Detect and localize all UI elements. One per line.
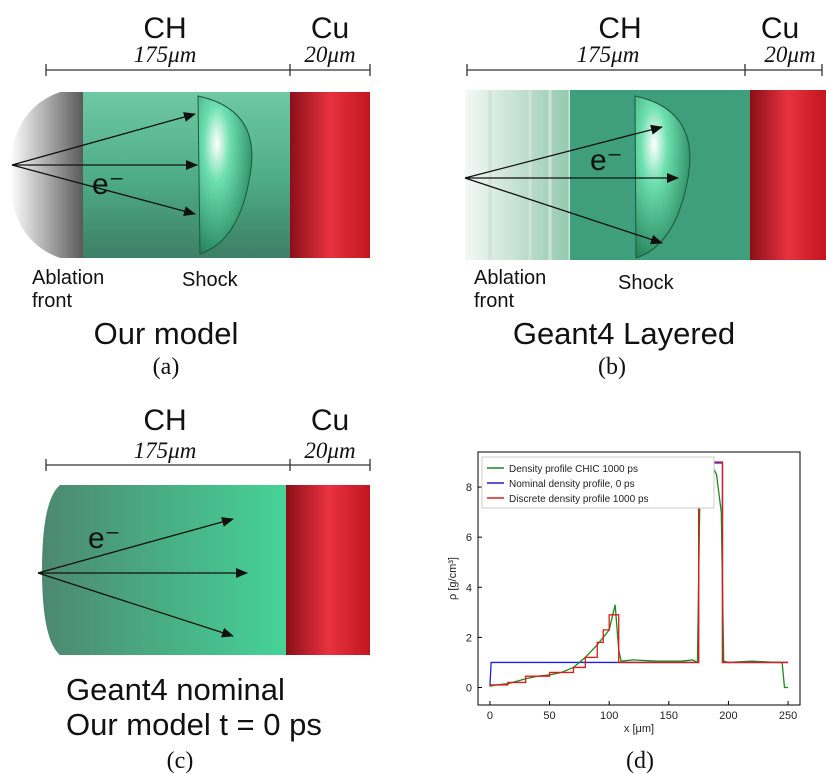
x-tick-label: 200 <box>719 710 737 722</box>
arrow <box>11 112 196 166</box>
electron-label: e⁻ <box>92 168 125 201</box>
panel-label: (c) <box>167 748 194 774</box>
thickness: 175μm <box>134 42 197 67</box>
thickness: 20μm <box>304 438 355 463</box>
x-tick-label: 100 <box>600 710 618 722</box>
thickness: 175μm <box>577 42 640 67</box>
legend-entry: Discrete density profile 1000 ps <box>509 494 649 505</box>
caption: Geant4 Layered <box>513 316 735 351</box>
y-tick-label: 0 <box>466 682 472 694</box>
legend-box <box>481 456 715 509</box>
shock-dome <box>197 95 253 255</box>
arrow <box>464 124 663 179</box>
material: CH <box>143 404 186 437</box>
legend-entry: Density profile CHIC 1000 ps <box>509 464 638 475</box>
y-axis-label: ρ [g/cm³] <box>447 557 459 600</box>
material: Cu <box>311 12 349 45</box>
ablation-label: front <box>474 290 514 312</box>
cu-layer <box>286 485 370 655</box>
arrow <box>11 164 196 216</box>
panel-label: (b) <box>598 354 626 380</box>
material: Cu <box>311 404 349 437</box>
cu-layer <box>750 90 826 260</box>
arrow <box>37 572 234 638</box>
ablation-label: Ablation <box>474 267 546 289</box>
panel-c: CH 175μm Cu 20μm e⁻ Geant4 nominal Our m… <box>37 404 371 774</box>
caption: Our model t = 0 ps <box>66 707 322 742</box>
cu-layer <box>290 92 370 258</box>
thickness: 20μm <box>764 42 815 67</box>
arrow <box>37 517 234 574</box>
caption: Geant4 nominal <box>66 672 285 707</box>
ablation-label: Ablation <box>32 267 104 289</box>
x-tick-label: 50 <box>543 710 555 722</box>
series-line <box>489 461 789 686</box>
material: CH <box>598 12 641 45</box>
panel-label: (a) <box>153 354 180 380</box>
x-axis-label: x [μm] <box>624 723 654 735</box>
layers <box>465 90 575 260</box>
caption: Our model <box>94 316 239 351</box>
thickness: 20μm <box>304 42 355 67</box>
x-tick-label: 250 <box>779 710 797 722</box>
shock-label: Shock <box>182 269 239 291</box>
electron-label: e⁻ <box>590 144 623 177</box>
ch-body <box>42 485 300 655</box>
shock-dome <box>634 95 691 259</box>
thickness: 175μm <box>134 438 197 463</box>
panel-d: (d) 0 50 100 150 200 250 0 2 4 6 8 x [μm] ρ [g/cm³] D… <box>447 451 801 774</box>
panel-b: CH 175μm Cu 20μm e⁻ Ablation front Shock… <box>464 12 826 380</box>
panel-a: CH 175μm Cu 20μm e⁻ Ablation front Shock… <box>10 12 371 380</box>
arrow <box>464 177 663 245</box>
material: Cu <box>761 12 799 45</box>
y-tick-label: 4 <box>466 582 472 594</box>
ablation-label: front <box>32 290 72 312</box>
electron-label: e⁻ <box>88 522 121 555</box>
material: CH <box>143 12 186 45</box>
x-tick-label: 150 <box>660 710 678 722</box>
x-tick-label: 0 <box>487 710 493 722</box>
legend-entry: Nominal density profile, 0 ps <box>509 479 635 490</box>
y-tick-label: 6 <box>466 532 472 544</box>
y-tick-label: 2 <box>466 632 472 644</box>
plot-frame <box>477 451 801 706</box>
panel-label: (d) <box>626 748 654 774</box>
shock-label: Shock <box>618 272 675 294</box>
y-tick-label: 8 <box>466 482 472 494</box>
